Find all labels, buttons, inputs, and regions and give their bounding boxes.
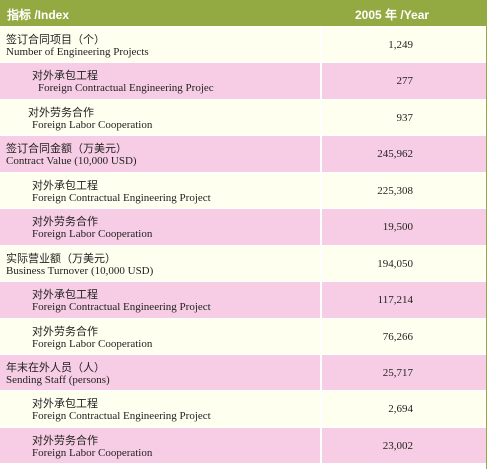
row-label-zh: 对外承包工程	[32, 288, 98, 302]
row-label-cell: 实际营业额（万美元） Business Turnover (10,000 USD…	[0, 246, 320, 281]
row-value: 225,308	[377, 184, 413, 197]
row-label-zh: 对外劳务合作	[28, 105, 94, 119]
table-row: 对外承包工程 Foreign Contractual Engineering P…	[0, 172, 486, 210]
row-label-zh: 对外劳务合作	[32, 433, 98, 447]
table-row: 签订合同金额（万美元） Contract Value (10,000 USD) …	[0, 136, 486, 173]
row-value-cell: 19,500	[322, 209, 486, 245]
row-value: 277	[396, 75, 414, 88]
table-header: 指标 /Index 2005 年 /Year	[0, 0, 486, 26]
row-value-cell: 2,694	[322, 391, 486, 427]
row-label-zh: 对外承包工程	[32, 397, 98, 411]
row-value-cell: 937	[322, 99, 486, 136]
row-label-cell: 对外承包工程 Foreign Contractual Engineering P…	[0, 282, 320, 317]
row-label-cell: 年末在外人员（人） Sending Staff (persons)	[0, 355, 320, 390]
table-row: 对外劳务合作 Foreign Labor Cooperation 76,266	[0, 318, 486, 355]
row-value-cell: 245,962	[322, 136, 486, 172]
table-row: 实际营业额（万美元） Business Turnover (10,000 USD…	[0, 245, 486, 283]
row-value: 1,249	[388, 39, 413, 51]
row-value: 76,266	[382, 330, 413, 343]
row-label-cell: 对外承包工程 Foreign Contractual Engineering P…	[0, 173, 320, 208]
row-label-zh: 对外承包工程	[32, 178, 98, 192]
row-value: 117,214	[377, 294, 413, 307]
row-label-en: Foreign Labor Cooperation	[32, 446, 153, 459]
row-label-en: Foreign Contractual Engineering Projec	[38, 82, 214, 95]
row-label-cell: 对外承包工程 Foreign Contractual Engineering P…	[0, 391, 320, 426]
table-body: 签订合同项目（个） Number of Engineering Projects…	[0, 27, 486, 465]
row-label-zh: 对外承包工程	[32, 69, 98, 83]
table-row: 对外承包工程 Foreign Contractual Engineering P…	[0, 63, 486, 100]
row-label-en: Foreign Contractual Engineering Project	[32, 191, 211, 204]
row-value-cell: 1,249	[322, 27, 486, 63]
row-value-cell: 194,050	[322, 245, 486, 282]
row-label-en: Business Turnover (10,000 USD)	[6, 264, 154, 277]
row-label-zh: 对外劳务合作	[32, 215, 98, 229]
row-value: 23,002	[382, 439, 413, 452]
row-label-cell: 对外劳务合作 Foreign Labor Cooperation	[0, 100, 320, 135]
row-value: 19,500	[382, 221, 413, 234]
row-label-cell: 对外劳务合作 Foreign Labor Cooperation	[0, 209, 320, 244]
row-value-cell: 117,214	[322, 282, 486, 318]
row-label-cell: 对外承包工程 Foreign Contractual Engineering P…	[0, 63, 320, 98]
row-label-cell: 对外劳务合作 Foreign Labor Cooperation	[0, 319, 320, 354]
row-label-en: Contract Value (10,000 USD)	[6, 155, 137, 168]
table-row: 对外劳务合作 Foreign Labor Cooperation 937	[0, 99, 486, 137]
row-value-cell: 277	[322, 63, 486, 99]
table-row: 对外承包工程 Foreign Contractual Engineering P…	[0, 282, 486, 319]
row-label-en: Sending Staff (persons)	[6, 373, 110, 386]
row-label-zh: 签订合同项目（个）	[6, 33, 105, 46]
row-label-cell: 对外劳务合作 Foreign Labor Cooperation	[0, 428, 320, 463]
row-label-en: Foreign Labor Cooperation	[32, 337, 153, 350]
table-row: 年末在外人员（人） Sending Staff (persons) 25,717	[0, 354, 486, 392]
row-value: 25,717	[382, 366, 413, 379]
row-label-en: Foreign Contractual Engineering Project	[32, 301, 211, 314]
row-label-en: Number of Engineering Projects	[6, 46, 149, 58]
row-value: 2,694	[388, 403, 413, 416]
table-row: 签订合同项目（个） Number of Engineering Projects…	[0, 27, 486, 64]
row-label-en: Foreign Contractual Engineering Project	[32, 410, 211, 423]
row-value-cell: 76,266	[322, 318, 486, 354]
row-label-zh: 年末在外人员（人）	[6, 360, 105, 374]
table-row: 对外劳务合作 Foreign Labor Cooperation 23,002	[0, 427, 486, 465]
row-value-cell: 225,308	[322, 172, 486, 209]
row-label-zh: 实际营业额（万美元）	[6, 251, 116, 265]
row-label-en: Foreign Labor Cooperation	[32, 118, 153, 131]
row-value-cell: 25,717	[322, 354, 486, 391]
header-year-label: 2005 年 /Year	[355, 8, 430, 22]
row-value: 937	[396, 111, 414, 124]
table-row: 对外承包工程 Foreign Contractual Engineering P…	[0, 391, 486, 428]
table-row: 对外劳务合作 Foreign Labor Cooperation 19,500	[0, 209, 486, 246]
row-label-zh: 对外劳务合作	[32, 324, 98, 338]
row-label-cell: 签订合同金额（万美元） Contract Value (10,000 USD)	[0, 136, 320, 171]
row-value: 245,962	[377, 148, 413, 161]
header-index-label: 指标 /Index	[7, 8, 70, 22]
row-value: 194,050	[377, 257, 413, 270]
row-label-cell: 签订合同项目（个） Number of Engineering Projects	[0, 27, 320, 62]
row-value-cell: 23,002	[322, 427, 486, 464]
row-label-zh: 签订合同金额（万美元）	[6, 142, 127, 156]
row-label-en: Foreign Labor Cooperation	[32, 228, 153, 241]
